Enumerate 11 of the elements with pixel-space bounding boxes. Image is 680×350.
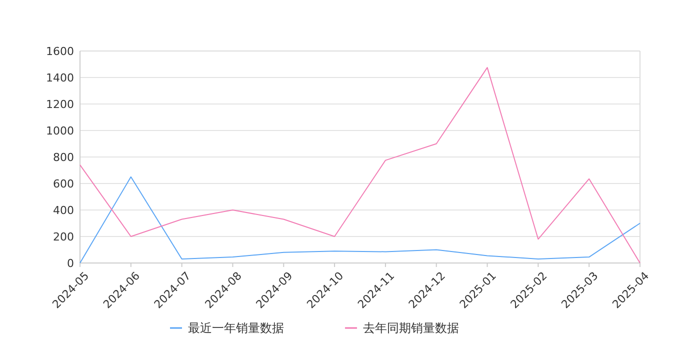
y-tick-label: 200 (53, 230, 74, 244)
y-tick-label: 1200 (46, 98, 74, 111)
y-tick-label: 1000 (46, 124, 74, 138)
y-tick-label: 1400 (46, 71, 74, 84)
legend-label: 最近一年销量数据 (188, 321, 284, 336)
y-tick-label: 400 (53, 204, 74, 217)
y-tick-label: 0 (67, 256, 74, 270)
y-tick-label: 800 (53, 150, 74, 164)
y-tick-label: 600 (53, 177, 74, 190)
legend-label: 去年同期销量数据 (363, 321, 459, 336)
y-tick-label: 1600 (46, 44, 74, 58)
